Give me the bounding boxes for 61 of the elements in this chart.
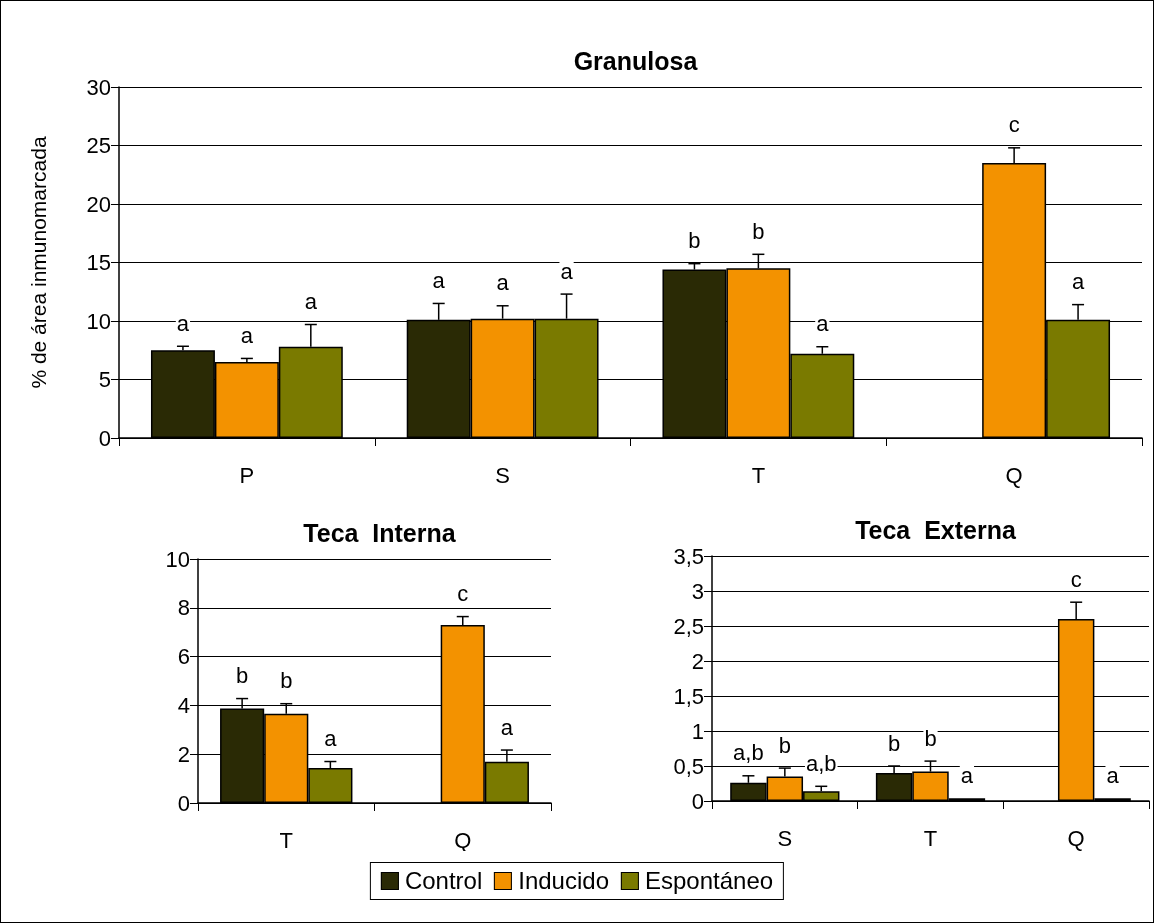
data-label: a	[304, 289, 318, 315]
data-label: a	[496, 270, 510, 296]
y-tick-label: 10	[86, 308, 111, 334]
x-tick-label: T	[279, 827, 293, 853]
y-tick-label: 0	[177, 790, 190, 816]
y-tick-label: 15	[86, 250, 111, 275]
data-label: a	[1106, 762, 1120, 788]
x-tick-label: Q	[1005, 462, 1023, 488]
data-label: a,b	[733, 740, 764, 766]
y-tick-label: 5	[98, 367, 111, 392]
chart-title: Granulosa	[573, 46, 699, 75]
data-label: c	[1070, 566, 1082, 592]
y-tick-label: 2,5	[673, 613, 704, 639]
y-tick-label: 3	[691, 578, 704, 604]
y-axis-title: % de área inmunomarcada	[27, 136, 50, 389]
data-label: b	[280, 668, 293, 694]
data-label: b	[688, 228, 701, 254]
y-tick-label: 2	[691, 648, 704, 674]
y-tick-label: 4	[177, 692, 190, 718]
y-tick-label: 2	[177, 741, 190, 767]
data-label: a,b	[805, 750, 837, 776]
data-label: b	[752, 218, 765, 244]
data-label: b	[778, 732, 791, 758]
y-tick-label: 1	[691, 718, 704, 744]
x-tick-label: Q	[1067, 825, 1085, 851]
y-tick-label: 3,5	[673, 543, 704, 569]
data-label: a	[960, 762, 974, 788]
data-label: b	[924, 725, 937, 751]
y-tick-label: 0	[98, 425, 111, 451]
x-tick-label: Q	[454, 827, 472, 853]
x-tick-label: P	[239, 462, 255, 488]
data-label: a	[240, 322, 254, 348]
y-tick-label: 10	[165, 546, 190, 572]
y-tick-label: 0,5	[673, 753, 704, 779]
data-label: b	[236, 663, 249, 689]
legend-label: Inducido	[518, 867, 610, 895]
y-tick-label: 1,5	[673, 683, 704, 709]
y-tick-label: 0	[691, 788, 704, 814]
data-label: a	[432, 267, 446, 293]
y-tick-label: 30	[86, 74, 111, 100]
legend-label: Espontáneo	[645, 867, 774, 895]
y-tick-label: 6	[177, 644, 190, 670]
data-label: a	[500, 714, 514, 740]
data-label: a	[324, 726, 338, 752]
data-label: c	[1008, 112, 1020, 138]
data-label: a	[176, 310, 190, 336]
x-tick-label: T	[923, 825, 938, 851]
chart-title: Teca Interna	[303, 518, 457, 547]
data-label: a	[560, 258, 574, 284]
y-tick-label: 25	[86, 133, 111, 158]
data-label: a	[1071, 269, 1085, 295]
x-tick-label: S	[495, 462, 510, 488]
data-label: c	[457, 581, 469, 607]
x-tick-label: T	[751, 462, 766, 488]
y-tick-label: 20	[86, 191, 111, 217]
data-label: b	[887, 730, 901, 756]
legend-label: Control	[404, 867, 483, 895]
data-label: a	[816, 311, 830, 337]
y-tick-label: 8	[177, 595, 190, 621]
x-tick-label: S	[777, 825, 793, 851]
chart-title: Teca Externa	[855, 515, 1017, 544]
